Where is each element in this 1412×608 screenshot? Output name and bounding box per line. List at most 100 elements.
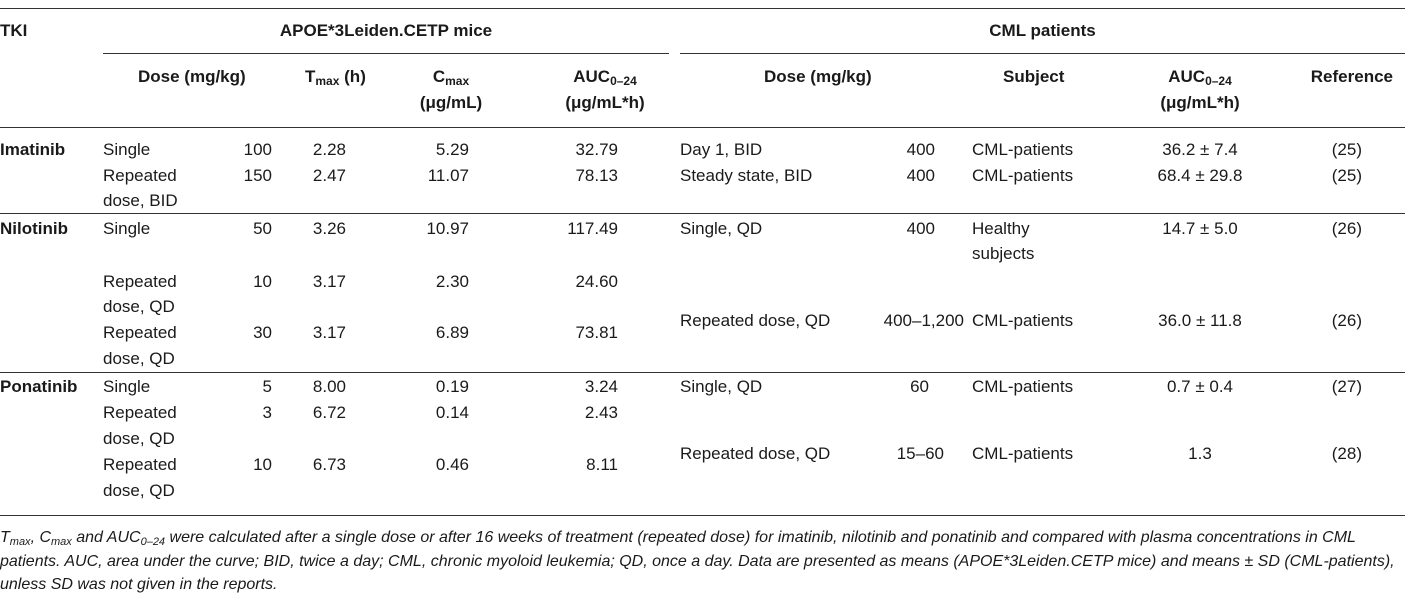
header-patients-group: CML patients <box>680 18 1405 44</box>
patient-auc: 68.4 ± 29.8 <box>1140 163 1260 189</box>
mice-dose-type-cont: dose, QD <box>103 294 175 320</box>
tmax-value: 8.00 <box>280 374 346 400</box>
header-mice-group: APOE*3Leiden.CETP mice <box>103 18 669 44</box>
subject: Healthy <box>972 216 1030 242</box>
patient-dose: 400 <box>850 163 935 189</box>
cmax-value: 10.97 <box>400 216 469 242</box>
header-reference: Reference <box>1280 64 1393 90</box>
auc-value: 32.79 <box>520 137 618 163</box>
header-patient-auc: AUC0–24 <box>1140 64 1260 90</box>
mice-dose-type-cont: dose, QD <box>103 478 175 504</box>
auc-value: 8.11 <box>520 452 618 478</box>
mice-dose-type: Repeated <box>103 452 177 478</box>
header-bottom-rule <box>0 127 1405 128</box>
header-auc-unit: (μg/mL*h) <box>540 90 670 116</box>
header-tmax: Tmax (h) <box>305 64 366 90</box>
mice-dose-type-cont: dose, QD <box>103 426 175 452</box>
cmax-value: 0.19 <box>400 374 469 400</box>
patient-auc: 36.2 ± 7.4 <box>1140 137 1260 163</box>
patient-auc: 36.0 ± 11.8 <box>1140 308 1260 334</box>
mice-dose-type-cont: dose, QD <box>103 346 175 372</box>
patient-dose-type: Repeated dose, QD <box>680 441 830 467</box>
mice-dose: 100 <box>200 137 272 163</box>
mice-dose: 10 <box>200 452 272 478</box>
subject: CML-patients <box>972 374 1073 400</box>
mice-dose: 5 <box>200 374 272 400</box>
header-tki: TKI <box>0 18 27 44</box>
cmax-value: 6.89 <box>400 320 469 346</box>
patient-auc: 14.7 ± 5.0 <box>1140 216 1260 242</box>
patient-auc: 1.3 <box>1140 441 1260 467</box>
tmax-value: 3.26 <box>280 216 346 242</box>
mice-dose: 150 <box>200 163 272 189</box>
tmax-value: 6.72 <box>280 400 346 426</box>
mice-dose-type: Repeated <box>103 400 177 426</box>
auc-value: 78.13 <box>520 163 618 189</box>
header-subject: Subject <box>1003 64 1064 90</box>
patient-dose-type: Single, QD <box>680 374 762 400</box>
cmax-value: 5.29 <box>400 137 469 163</box>
drug-name: Nilotinib <box>0 216 68 242</box>
auc-value: 3.24 <box>520 374 618 400</box>
cmax-value: 0.46 <box>400 452 469 478</box>
mice-dose: 3 <box>200 400 272 426</box>
patient-dose-type: Day 1, BID <box>680 137 762 163</box>
reference: (26) <box>1300 308 1362 334</box>
header-mice-dose: Dose (mg/kg) <box>138 64 246 90</box>
subject: CML-patients <box>972 308 1073 334</box>
tmax-value: 3.17 <box>280 269 346 295</box>
patient-dose: 15–60 <box>850 441 944 467</box>
header-cmax: Cmax <box>398 64 504 90</box>
table-bottom-rule <box>0 515 1405 516</box>
patient-dose-type: Single, QD <box>680 216 762 242</box>
auc-value: 73.81 <box>520 320 618 346</box>
reference: (25) <box>1300 163 1362 189</box>
tmax-value: 2.47 <box>280 163 346 189</box>
patients-group-rule <box>680 53 1405 54</box>
mice-dose-type: Single <box>103 216 150 242</box>
header-auc: AUC0–24 <box>540 64 670 90</box>
header-patient-dose: Dose (mg/kg) <box>764 64 872 90</box>
mice-dose: 30 <box>200 320 272 346</box>
patient-dose-type: Steady state, BID <box>680 163 812 189</box>
patient-dose: 400 <box>850 216 935 242</box>
tmax-value: 3.17 <box>280 320 346 346</box>
mice-dose-type: Single <box>103 374 150 400</box>
auc-value: 24.60 <box>520 269 618 295</box>
mice-dose-type: Repeated <box>103 163 177 189</box>
mice-group-rule <box>103 53 669 54</box>
mice-dose-type-cont: dose, BID <box>103 188 178 214</box>
subject: CML-patients <box>972 163 1073 189</box>
imatinib-bottom-rule <box>0 213 1405 214</box>
mice-dose-type: Repeated <box>103 320 177 346</box>
subject: CML-patients <box>972 137 1073 163</box>
table-footnote: Tmax, Cmax and AUC0–24 were calculated a… <box>0 526 1405 597</box>
nilotinib-bottom-rule <box>0 372 1405 373</box>
cmax-value: 11.07 <box>400 163 469 189</box>
auc-value: 117.49 <box>520 216 618 242</box>
mice-dose: 50 <box>200 216 272 242</box>
reference: (25) <box>1300 137 1362 163</box>
subject-cont: subjects <box>972 241 1034 267</box>
patient-dose-type: Repeated dose, QD <box>680 308 830 334</box>
reference: (26) <box>1300 216 1362 242</box>
reference: (28) <box>1300 441 1362 467</box>
reference: (27) <box>1300 374 1362 400</box>
header-patient-auc-unit: (μg/mL*h) <box>1140 90 1260 116</box>
top-rule <box>0 8 1405 9</box>
patient-dose: 400–1,200 <box>860 308 964 334</box>
mice-dose-type: Repeated <box>103 269 177 295</box>
auc-value: 2.43 <box>520 400 618 426</box>
mice-dose-type: Single <box>103 137 150 163</box>
tmax-value: 6.73 <box>280 452 346 478</box>
patient-auc: 0.7 ± 0.4 <box>1140 374 1260 400</box>
subject: CML-patients <box>972 441 1073 467</box>
header-cmax-unit: (μg/mL) <box>398 90 504 116</box>
cmax-value: 0.14 <box>400 400 469 426</box>
mice-dose: 10 <box>200 269 272 295</box>
patient-dose: 60 <box>850 374 929 400</box>
cmax-value: 2.30 <box>400 269 469 295</box>
patient-dose: 400 <box>850 137 935 163</box>
tmax-value: 2.28 <box>280 137 346 163</box>
drug-name: Ponatinib <box>0 374 77 400</box>
